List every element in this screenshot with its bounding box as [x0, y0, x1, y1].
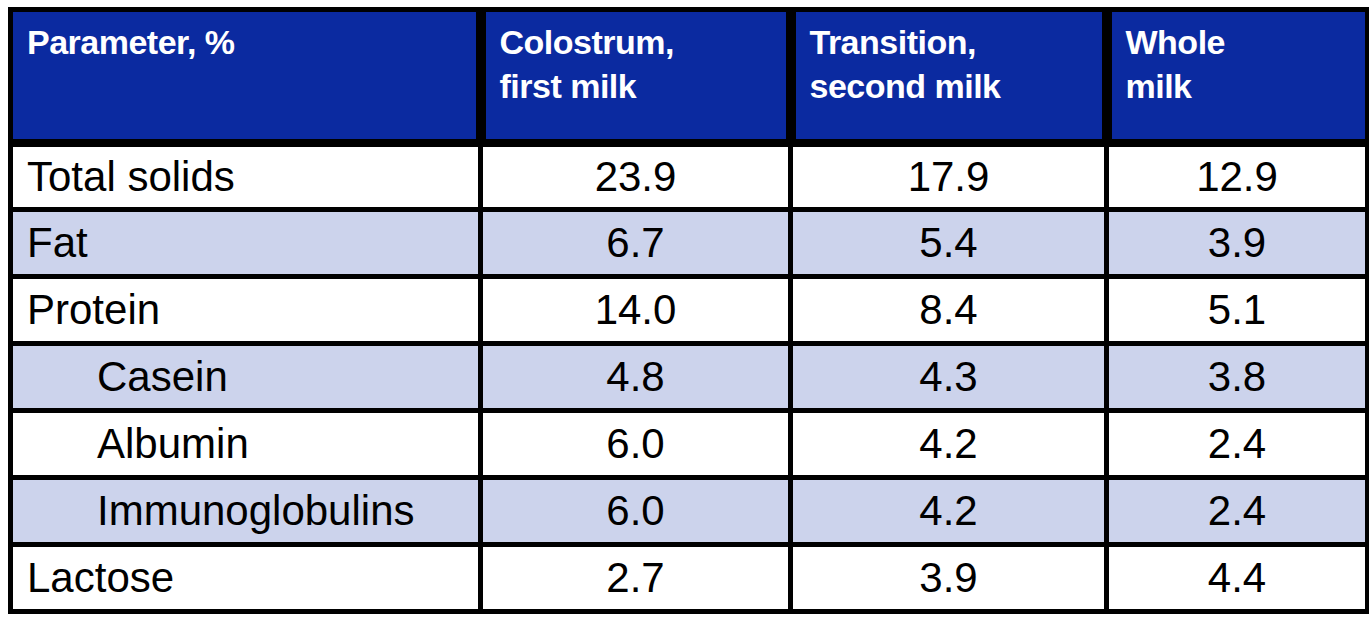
row-label: Protein: [11, 277, 481, 344]
row-label: Fat: [11, 210, 481, 277]
column-header-transition: Transition, second milk: [791, 10, 1107, 143]
value-cell: 8.4: [791, 277, 1107, 344]
row-label: Total solids: [11, 143, 481, 210]
value-cell: 4.4: [1107, 545, 1368, 612]
header-line2: milk: [1126, 64, 1358, 108]
value-cell: 6.0: [481, 478, 791, 545]
header-line1: Whole: [1126, 20, 1358, 64]
value-cell: 4.3: [791, 344, 1107, 411]
column-header-whole-milk: Whole milk: [1107, 10, 1368, 143]
header-line2: second milk: [810, 64, 1094, 108]
value-cell: 2.4: [1107, 411, 1368, 478]
table-row-immunoglobulins: Immunoglobulins 6.0 4.2 2.4: [11, 478, 1368, 545]
row-label: Immunoglobulins: [11, 478, 481, 545]
value-cell: 5.4: [791, 210, 1107, 277]
value-cell: 4.2: [791, 478, 1107, 545]
header-line2: first milk: [500, 64, 778, 108]
table-row-casein: Casein 4.8 4.3 3.8: [11, 344, 1368, 411]
table-header: Parameter, % Colostrum, first milk Trans…: [11, 10, 1368, 143]
value-cell: 3.9: [791, 545, 1107, 612]
table-header-row: Parameter, % Colostrum, first milk Trans…: [11, 10, 1368, 143]
value-cell: 2.4: [1107, 478, 1368, 545]
column-header-colostrum: Colostrum, first milk: [481, 10, 791, 143]
header-line1: Parameter, %: [27, 20, 468, 64]
row-label: Lactose: [11, 545, 481, 612]
value-cell: 23.9: [481, 143, 791, 210]
value-cell: 12.9: [1107, 143, 1368, 210]
table-row-albumin: Albumin 6.0 4.2 2.4: [11, 411, 1368, 478]
value-cell: 5.1: [1107, 277, 1368, 344]
table-row-fat: Fat 6.7 5.4 3.9: [11, 210, 1368, 277]
table-body: Total solids 23.9 17.9 12.9 Fat 6.7 5.4 …: [11, 143, 1368, 612]
table-container: Parameter, % Colostrum, first milk Trans…: [0, 0, 1369, 614]
value-cell: 14.0: [481, 277, 791, 344]
header-line1: Colostrum,: [500, 20, 778, 64]
row-label: Albumin: [11, 411, 481, 478]
milk-composition-table: Parameter, % Colostrum, first milk Trans…: [8, 7, 1369, 614]
value-cell: 4.8: [481, 344, 791, 411]
value-cell: 6.0: [481, 411, 791, 478]
table-row-total-solids: Total solids 23.9 17.9 12.9: [11, 143, 1368, 210]
table-row-lactose: Lactose 2.7 3.9 4.4: [11, 545, 1368, 612]
value-cell: 4.2: [791, 411, 1107, 478]
column-header-parameter: Parameter, %: [11, 10, 481, 143]
value-cell: 3.9: [1107, 210, 1368, 277]
value-cell: 3.8: [1107, 344, 1368, 411]
value-cell: 6.7: [481, 210, 791, 277]
table-row-protein: Protein 14.0 8.4 5.1: [11, 277, 1368, 344]
value-cell: 2.7: [481, 545, 791, 612]
header-line1: Transition,: [810, 20, 1094, 64]
value-cell: 17.9: [791, 143, 1107, 210]
row-label: Casein: [11, 344, 481, 411]
